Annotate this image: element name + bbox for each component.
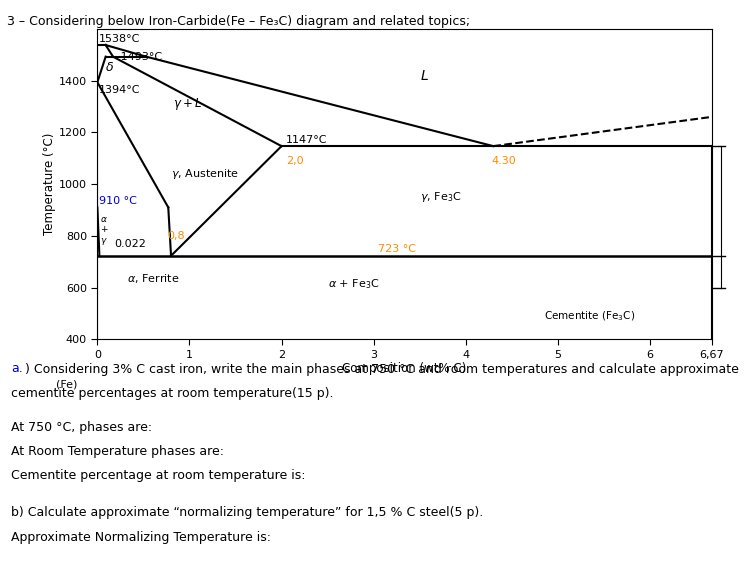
Text: $\alpha$ + Fe$_3$C: $\alpha$ + Fe$_3$C bbox=[327, 277, 379, 291]
Text: 1538°C: 1538°C bbox=[99, 34, 141, 44]
Text: $\alpha$
+
$\gamma$: $\alpha$ + $\gamma$ bbox=[100, 215, 108, 246]
Text: –1493°C: –1493°C bbox=[116, 52, 163, 63]
Text: $\alpha$, Ferrite: $\alpha$, Ferrite bbox=[127, 272, 180, 285]
Text: a.: a. bbox=[11, 362, 23, 375]
Text: cementite percentages at room temperature(15 p).: cementite percentages at room temperatur… bbox=[11, 387, 334, 400]
Text: $\gamma + L$: $\gamma + L$ bbox=[173, 96, 202, 112]
Text: Approximate Normalizing Temperature is:: Approximate Normalizing Temperature is: bbox=[11, 531, 271, 543]
X-axis label: Composition (wt% C): Composition (wt% C) bbox=[342, 362, 467, 375]
Text: At 750 °C, phases are:: At 750 °C, phases are: bbox=[11, 420, 152, 433]
Text: b) Calculate approximate “normalizing temperature” for 1,5 % C steel(5 p).: b) Calculate approximate “normalizing te… bbox=[11, 506, 484, 519]
Text: 1394°C: 1394°C bbox=[99, 85, 141, 95]
Text: 723 °C: 723 °C bbox=[378, 245, 416, 255]
Y-axis label: Temperature (°C): Temperature (°C) bbox=[43, 133, 56, 235]
Text: 1147°C: 1147°C bbox=[286, 135, 327, 145]
Text: 0,8: 0,8 bbox=[167, 230, 185, 241]
Text: At Room Temperature phases are:: At Room Temperature phases are: bbox=[11, 445, 224, 458]
Text: $\gamma$, Fe$_3$C: $\gamma$, Fe$_3$C bbox=[419, 190, 461, 204]
Text: 910 °C: 910 °C bbox=[99, 196, 137, 206]
Text: $\gamma$, Austenite: $\gamma$, Austenite bbox=[171, 167, 239, 181]
Text: 0.022: 0.022 bbox=[114, 239, 146, 249]
Text: 2,0: 2,0 bbox=[286, 157, 304, 166]
Text: $L$: $L$ bbox=[419, 68, 428, 82]
Text: ) Considering 3% C cast iron, write the main phases at 750 °C and room temperatu: ) Considering 3% C cast iron, write the … bbox=[25, 362, 739, 375]
Text: Cementite percentage at room temperature is:: Cementite percentage at room temperature… bbox=[11, 469, 306, 482]
Text: $\delta$: $\delta$ bbox=[105, 61, 114, 74]
Text: Cementite (Fe$_3$C): Cementite (Fe$_3$C) bbox=[544, 309, 635, 323]
Text: 4.30: 4.30 bbox=[491, 157, 516, 166]
Text: (Fe): (Fe) bbox=[56, 380, 77, 390]
Text: 3 – Considering below Iron-Carbide(Fe – Fe₃C) diagram and related topics;: 3 – Considering below Iron-Carbide(Fe – … bbox=[7, 14, 470, 27]
